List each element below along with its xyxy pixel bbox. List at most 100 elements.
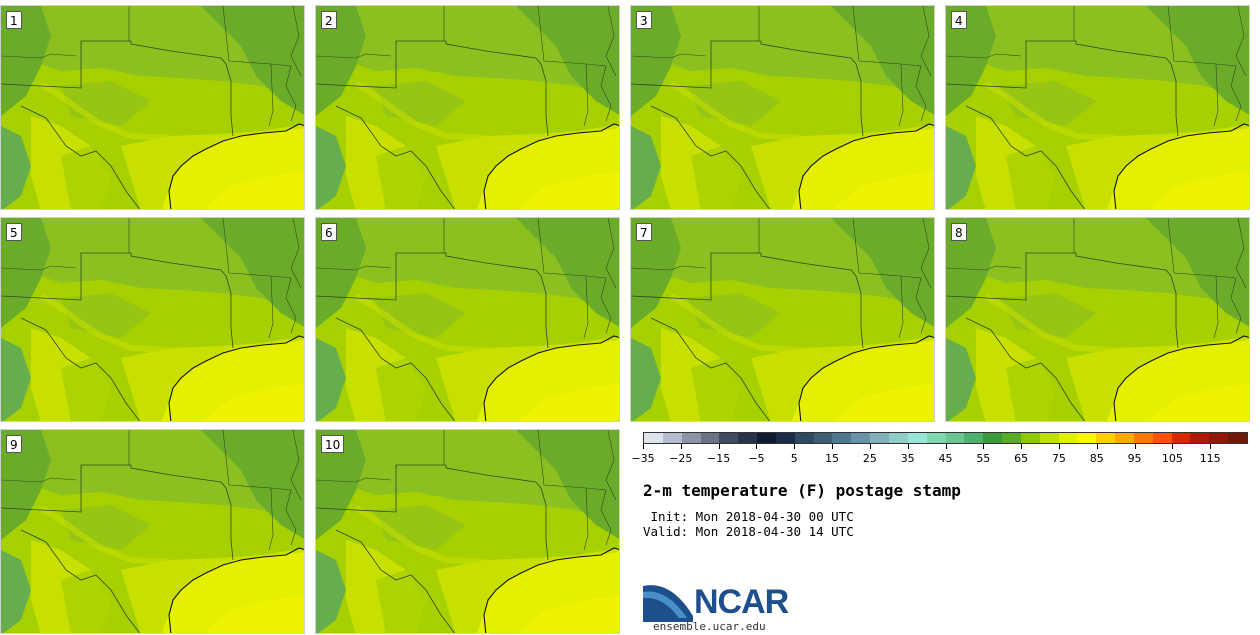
colorbar-tick-label: −35 — [631, 452, 655, 465]
colorbar-swatch — [681, 433, 701, 443]
temperature-map — [1, 430, 304, 633]
colorbar-swatch — [794, 433, 814, 443]
panel-number: 7 — [636, 223, 652, 241]
colorbar-tick — [907, 444, 909, 449]
colorbar-tick-labels: −35 −25 −15 −5 5 15 25 35 45 55 65 75 85 95 105 115 — [631, 452, 1248, 466]
colorbar-swatch — [1228, 433, 1247, 443]
colorbar-tick-label: 115 — [1199, 452, 1221, 465]
colorbar-tick — [983, 444, 985, 449]
init-time: Init: Mon 2018-04-30 00 UTC — [643, 509, 854, 524]
colorbar-swatch — [662, 433, 682, 443]
colorbar-tick — [794, 444, 796, 449]
product-title: 2-m temperature (F) postage stamp — [643, 481, 961, 500]
member-panel-5[interactable]: 5 — [0, 217, 305, 422]
logo-url: ensemble.ucar.edu — [653, 620, 766, 633]
colorbar-tick-label: 105 — [1161, 452, 1183, 465]
ncar-logo: NCAR — [643, 578, 803, 622]
panel-number: 5 — [6, 223, 22, 241]
colorbar-swatch — [832, 433, 852, 443]
temperature-map — [316, 218, 619, 421]
temperature-map — [946, 218, 1249, 421]
colorbar-swatch — [813, 433, 833, 443]
colorbar-swatch — [888, 433, 908, 443]
colorbar-tick — [1210, 444, 1212, 449]
colorbar-tick — [1058, 444, 1060, 449]
colorbar-tick-label: 45 — [938, 452, 953, 465]
colorbar-swatch — [757, 433, 776, 443]
temperature-map — [316, 430, 619, 633]
member-panel-2[interactable]: 2 — [315, 5, 620, 210]
colorbar-tick — [832, 444, 834, 449]
colorbar-tick-label: −5 — [748, 452, 765, 465]
colorbar-tick — [869, 444, 871, 449]
colorbar-swatch — [738, 433, 758, 443]
temperature-map — [631, 6, 934, 209]
colorbar-tick-label: 35 — [900, 452, 915, 465]
colorbar-swatch — [964, 433, 984, 443]
colorbar-tick-label: −15 — [707, 452, 731, 465]
colorbar-swatch — [870, 433, 889, 443]
member-panel-6[interactable]: 6 — [315, 217, 620, 422]
colorbar-swatch — [1058, 433, 1078, 443]
colorbar-swatch — [1039, 433, 1059, 443]
member-panel-7[interactable]: 7 — [630, 217, 935, 422]
panel-number: 8 — [951, 223, 967, 241]
temperature-map — [946, 6, 1249, 209]
panel-number: 10 — [321, 435, 345, 453]
panel-number: 6 — [321, 223, 337, 241]
colorbar-swatch — [1002, 433, 1021, 443]
colorbar-swatch — [775, 433, 795, 443]
colorbar-swatch — [1020, 433, 1040, 443]
colorbar-swatch — [1171, 433, 1191, 443]
temperature-map — [1, 218, 304, 421]
member-panel-3[interactable]: 3 — [630, 5, 935, 210]
temperature-map — [631, 218, 934, 421]
colorbar-swatch — [926, 433, 946, 443]
temperature-map — [316, 6, 619, 209]
colorbar-tick-label: 65 — [1014, 452, 1029, 465]
panel-number: 1 — [6, 11, 22, 29]
colorbar-tick-label: 25 — [862, 452, 877, 465]
member-panel-10[interactable]: 10 — [315, 429, 620, 634]
colorbar-tick — [1021, 444, 1023, 449]
colorbar-tick — [1134, 444, 1136, 449]
panel-number: 2 — [321, 11, 337, 29]
colorbar-tick — [718, 444, 720, 449]
temperature-map — [1, 6, 304, 209]
colorbar-swatch — [1115, 433, 1134, 443]
colorbar-tick — [680, 444, 682, 449]
colorbar-tick-label: 55 — [976, 452, 991, 465]
ncar-logo-text: NCAR — [694, 583, 789, 621]
colorbar-swatch — [945, 433, 965, 443]
panel-number: 9 — [6, 435, 22, 453]
colorbar-swatch — [1152, 433, 1172, 443]
colorbar-tick-label: 5 — [790, 452, 798, 465]
colorbar-tick — [945, 444, 947, 449]
colorbar-swatch — [1209, 433, 1229, 443]
colorbar-tick-label: 85 — [1089, 452, 1104, 465]
colorbar-tick-label: −25 — [669, 452, 693, 465]
colorbar-swatch — [1190, 433, 1210, 443]
colorbar-tick-label: 15 — [825, 452, 840, 465]
member-panel-1[interactable]: 1 — [0, 5, 305, 210]
colorbar-tick-label: 75 — [1051, 452, 1066, 465]
colorbar-tick — [643, 444, 644, 449]
panel-number: 3 — [636, 11, 652, 29]
colorbar-swatch — [851, 433, 871, 443]
colorbar-swatch — [1133, 433, 1153, 443]
member-panel-8[interactable]: 8 — [945, 217, 1250, 422]
member-panel-4[interactable]: 4 — [945, 5, 1250, 210]
colorbar-tick-label: 95 — [1127, 452, 1142, 465]
colorbar-swatch — [983, 433, 1003, 443]
temperature-colorbar — [643, 432, 1248, 444]
colorbar-swatch — [644, 433, 663, 443]
member-panel-9[interactable]: 9 — [0, 429, 305, 634]
colorbar-ticks — [643, 444, 1248, 452]
colorbar-swatch — [1096, 433, 1116, 443]
colorbar-tick — [756, 444, 758, 449]
colorbar-tick — [1172, 444, 1174, 449]
ncar-swoosh-icon — [643, 585, 693, 622]
colorbar-tick — [1096, 444, 1098, 449]
valid-time: Valid: Mon 2018-04-30 14 UTC — [643, 524, 854, 539]
panel-number: 4 — [951, 11, 967, 29]
